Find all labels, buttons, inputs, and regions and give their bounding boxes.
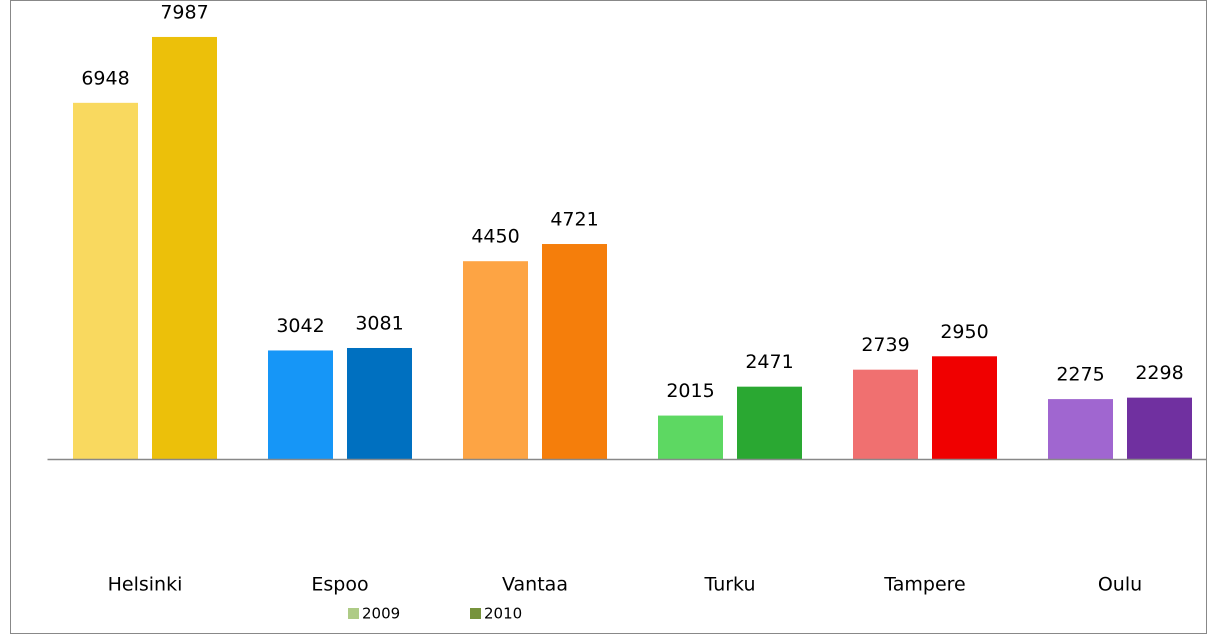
bar: [463, 261, 528, 459]
value-label: 4721: [550, 209, 598, 231]
bar: [73, 102, 138, 460]
value-label: 4450: [471, 226, 519, 248]
x-tick-label: Espoo: [311, 574, 368, 596]
legend-swatch: [470, 608, 481, 619]
value-label: 3042: [276, 315, 324, 337]
x-tick-label: Helsinki: [108, 574, 183, 596]
value-label: 6948: [81, 67, 129, 89]
value-label: 7987: [160, 1, 208, 23]
value-label: 2471: [745, 351, 793, 373]
legend-label: 2009: [362, 605, 400, 623]
bar: [268, 350, 333, 459]
x-tick-label: Vantaa: [502, 574, 568, 596]
bar: [542, 244, 607, 459]
bar: [347, 347, 412, 459]
bar: [1127, 397, 1192, 459]
bar: [737, 386, 802, 459]
value-label: 3081: [355, 312, 403, 334]
value-label: 2950: [940, 321, 988, 343]
value-label: 2275: [1056, 364, 1104, 386]
bar: [152, 36, 217, 460]
value-label: 2739: [861, 334, 909, 356]
bar: [1048, 399, 1113, 459]
bar: [658, 415, 723, 459]
bar: [853, 369, 918, 459]
legend-swatch: [348, 608, 359, 619]
legend-label: 2010: [484, 605, 522, 623]
x-tick-label: Tampere: [883, 574, 965, 596]
x-tick-label: Oulu: [1098, 574, 1142, 596]
value-label: 2015: [666, 380, 714, 402]
x-tick-label: Turku: [703, 574, 755, 596]
bar: [932, 356, 997, 459]
value-label: 2298: [1135, 362, 1183, 384]
